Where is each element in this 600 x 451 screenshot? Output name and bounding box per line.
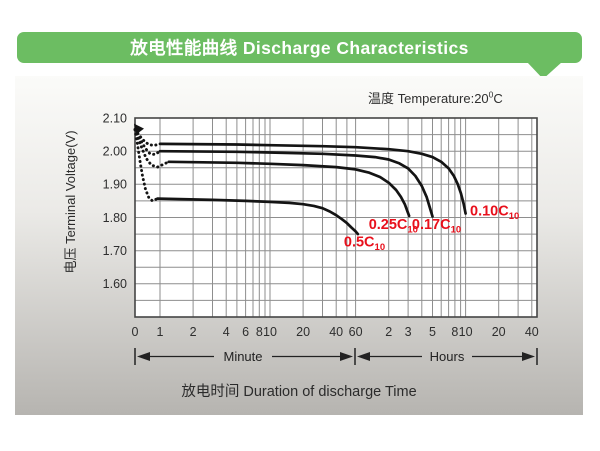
x-tick-label: 8 <box>256 325 263 339</box>
x-tick-label: 20 <box>492 325 506 339</box>
x-tick-label: 2 <box>385 325 392 339</box>
temperature-label: 温度 Temperature:200C <box>368 88 503 107</box>
series-curve-0.17C10 <box>158 149 434 218</box>
y-tick-label: 1.90 <box>103 178 127 192</box>
series-dip-0.5C10 <box>133 128 159 203</box>
discharge-chart: 2.102.001.901.801.701.600 1 2 4 6 8 10 20 40 60 2 3… <box>103 111 539 339</box>
series-curve-0.10C10 <box>158 142 467 215</box>
x-tick-label: 0 <box>132 325 139 339</box>
x-axis-title: 放电时间 Duration of discharge Time <box>181 384 417 400</box>
temperature-degree-sup: 0 <box>488 89 494 100</box>
y-tick-label: 1.60 <box>103 277 127 291</box>
series-label-subscript: 10 <box>509 211 520 222</box>
x-tick-label: 40 <box>525 325 539 339</box>
temperature-text: 温度 Temperature:20 <box>368 91 489 106</box>
x-tick-label: 3 <box>405 325 412 339</box>
series-curve-0.5C10 <box>156 197 360 236</box>
minute-arrow-left-icon <box>137 352 150 361</box>
series-label-subscript: 10 <box>451 224 462 235</box>
title-banner: 放电性能曲线 Discharge Characteristics <box>17 32 582 63</box>
y-tick-label: 2.00 <box>103 145 127 159</box>
series-label-0.17C10: 0.17C10 <box>412 217 461 236</box>
x-tick-label: 10 <box>459 325 473 339</box>
x-tick-label: 1 <box>157 325 164 339</box>
series-label-0.25C10: 0.25C10 <box>369 217 418 236</box>
temperature-unit: C <box>493 91 503 106</box>
x-tick-label: 20 <box>296 325 310 339</box>
plot-border <box>134 117 538 318</box>
y-tick-label: 2.10 <box>103 111 127 125</box>
x-tick-label: 4 <box>223 325 230 339</box>
series-curve-0.25C10 <box>167 160 411 218</box>
series-label-0.10C10: 0.10C10 <box>470 204 519 223</box>
x-tick-label: 6 <box>242 325 249 339</box>
time-unit-spans: Minute Hours <box>134 348 538 365</box>
x-tick-label: 60 <box>349 325 363 339</box>
x-tick-label: 2 <box>190 325 197 339</box>
series-label-subscript: 10 <box>407 224 418 235</box>
minute-arrow-right-icon <box>340 352 353 361</box>
y-tick-label: 1.70 <box>103 244 127 258</box>
series-dip-0.17C10 <box>133 128 162 157</box>
hours-span-label: Hours <box>430 349 465 364</box>
minute-span-label: Minute <box>223 349 262 364</box>
series-label-subscript: 10 <box>375 242 386 253</box>
x-tick-label: 10 <box>263 325 277 339</box>
x-tick-label: 8 <box>451 325 458 339</box>
y-tick-label: 1.80 <box>103 211 127 225</box>
series-dip-0.25C10 <box>133 128 171 169</box>
x-tick-label: 5 <box>429 325 436 339</box>
start-marker-icon <box>134 123 144 135</box>
hours-arrow-right-icon <box>522 352 535 361</box>
hours-arrow-left-icon <box>357 352 370 361</box>
x-tick-label: 40 <box>329 325 343 339</box>
page-title: 放电性能曲线 Discharge Characteristics <box>130 38 469 58</box>
